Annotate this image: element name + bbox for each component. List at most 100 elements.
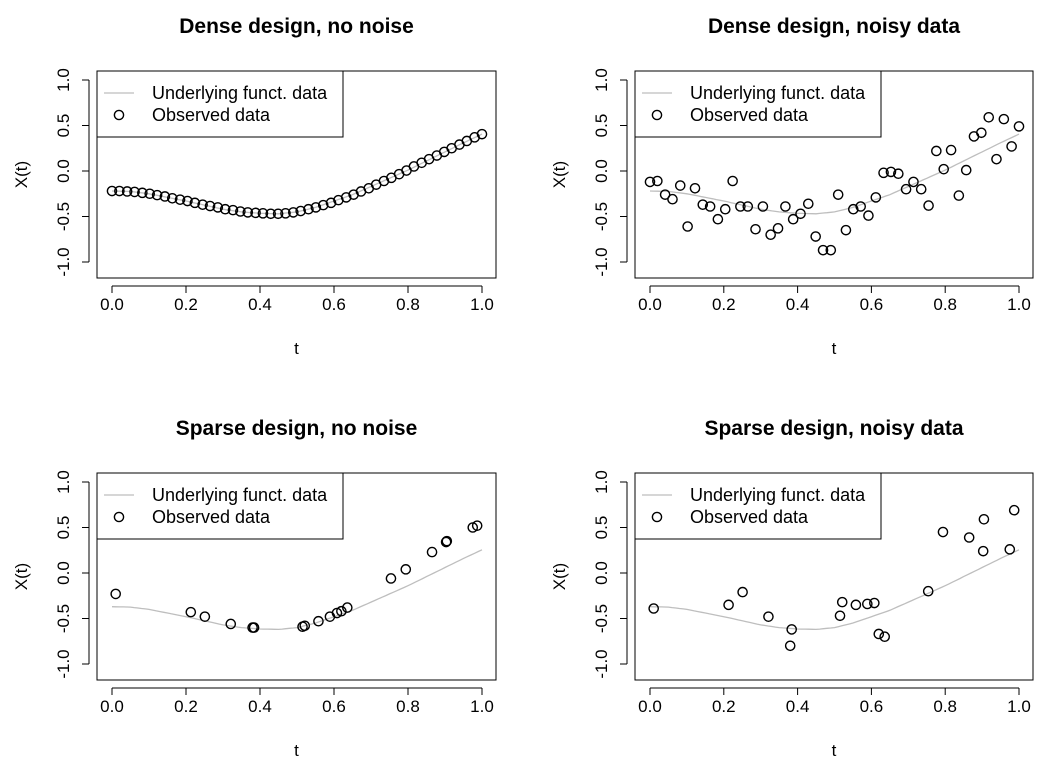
- observed-data-point: [121, 186, 133, 197]
- y-tick-label: 0.5: [592, 114, 611, 138]
- chart-panel-4: Sparse design, noisy data 0.0 0.2 0.4 0.6 0.8…: [550, 417, 1034, 760]
- observed-data-point: [803, 198, 814, 210]
- observed-data-point: [212, 202, 224, 213]
- x-tick-label: 0.2: [174, 295, 198, 314]
- observed-data-point: [441, 535, 453, 547]
- observed-data-point: [199, 611, 211, 622]
- observed-data-point: [129, 186, 140, 198]
- observed-data-point: [114, 185, 125, 197]
- x-tick-label: 0.0: [638, 295, 662, 314]
- observed-data-point: [817, 244, 829, 256]
- x-tick-label: 1.0: [1007, 697, 1031, 716]
- observed-data-point: [110, 588, 121, 600]
- observed-data-point: [310, 202, 322, 213]
- observed-data-point: [931, 145, 942, 157]
- observed-data-point: [174, 194, 186, 205]
- y-tick-label: -0.5: [54, 202, 73, 231]
- x-tick-label: 0.6: [322, 295, 346, 314]
- observed-data-point: [182, 195, 193, 207]
- y-tick-label: 0.0: [592, 159, 611, 183]
- observed-data-point: [735, 201, 746, 212]
- observed-data-point: [689, 182, 701, 194]
- x-tick-label: 0.4: [786, 295, 810, 314]
- observed-data-point: [991, 153, 1002, 165]
- observed-data-point: [313, 615, 324, 627]
- x-axis-label: t: [294, 741, 299, 760]
- x-axis-label: t: [294, 339, 299, 358]
- x-tick-label: 1.0: [1007, 295, 1031, 314]
- y-tick-label: 0.5: [54, 516, 73, 540]
- x-tick-label: 0.0: [638, 697, 662, 716]
- observed-data-point: [471, 520, 483, 531]
- observed-data-point: [998, 113, 1010, 125]
- x-tick-label: 0.0: [100, 295, 124, 314]
- y-tick-label: 1.0: [592, 470, 611, 494]
- y-tick-label: 0.5: [54, 114, 73, 138]
- y-tick-label: -0.5: [592, 202, 611, 231]
- x-tick-label: 0.2: [174, 697, 198, 716]
- chart-title: Dense design, no noise: [179, 15, 414, 38]
- x-tick-label: 0.8: [396, 295, 420, 314]
- x-tick-label: 1.0: [470, 697, 494, 716]
- y-tick-label: 0.5: [592, 516, 611, 540]
- observed-data-point: [287, 207, 299, 218]
- observed-data-point: [983, 112, 995, 123]
- observed-data-point: [900, 183, 912, 195]
- chart-title: Sparse design, no noise: [176, 417, 418, 440]
- y-tick-label: 0.0: [54, 561, 73, 585]
- observed-data-point: [227, 204, 239, 216]
- legend-point-swatch: [651, 511, 663, 523]
- observed-data-point: [922, 585, 934, 597]
- observed-data-point: [235, 206, 246, 217]
- chart-panel-3: Sparse design, no noise 0.0 0.2 0.4 0.6 0.8 1.…: [12, 417, 497, 760]
- x-tick-label: 0.6: [860, 697, 884, 716]
- observed-data-point: [1004, 544, 1016, 555]
- observed-data-point: [144, 188, 156, 200]
- x-tick-label: 0.0: [100, 697, 124, 716]
- chart-panel-1: Dense design, no noise 0.0 0.2 0.4 0.6 0.8 1.0…: [12, 15, 497, 358]
- observed-data-point: [978, 514, 990, 525]
- y-axis-label: X(t): [550, 563, 569, 590]
- observed-data-point: [780, 201, 791, 212]
- observed-data-point: [667, 193, 678, 205]
- observed-data-point: [303, 203, 314, 215]
- observed-data-point: [674, 180, 686, 191]
- observed-data-point: [873, 628, 885, 640]
- observed-data-point: [908, 176, 919, 188]
- observed-data-point: [795, 208, 806, 220]
- y-tick-label: 0.0: [592, 561, 611, 585]
- observed-data-point: [765, 229, 776, 240]
- observed-data-point: [723, 599, 734, 611]
- observed-data-point: [197, 199, 208, 210]
- observed-data-point: [648, 603, 659, 614]
- observed-data-point: [704, 201, 716, 212]
- observed-data-point: [737, 586, 748, 598]
- x-tick-label: 0.8: [933, 697, 957, 716]
- observed-data-point: [426, 546, 438, 558]
- x-tick-label: 0.6: [860, 295, 884, 314]
- observed-data-point: [325, 197, 337, 209]
- legend-entry-underlying: Underlying funct. data: [690, 485, 866, 505]
- observed-data-point: [340, 192, 352, 203]
- observed-data-point: [204, 200, 216, 212]
- observed-data-point: [719, 203, 731, 215]
- observed-data-point: [977, 545, 989, 557]
- observed-data-point: [742, 201, 754, 212]
- observed-data-point: [786, 624, 797, 635]
- observed-data-point: [862, 598, 873, 610]
- observed-data-point: [712, 213, 724, 225]
- observed-data-point: [272, 208, 284, 220]
- observed-data-point: [825, 244, 837, 256]
- legend-point-swatch: [651, 109, 663, 121]
- observed-data-point: [189, 197, 201, 209]
- observed-data-point: [923, 200, 934, 211]
- observed-data-point: [317, 199, 329, 211]
- observed-data-point: [697, 199, 709, 210]
- y-axis-label: X(t): [12, 563, 31, 590]
- observed-data-point: [885, 166, 897, 178]
- y-tick-label: -0.5: [54, 604, 73, 633]
- legend-entry-observed: Observed data: [690, 105, 809, 125]
- observed-data-point: [937, 526, 949, 538]
